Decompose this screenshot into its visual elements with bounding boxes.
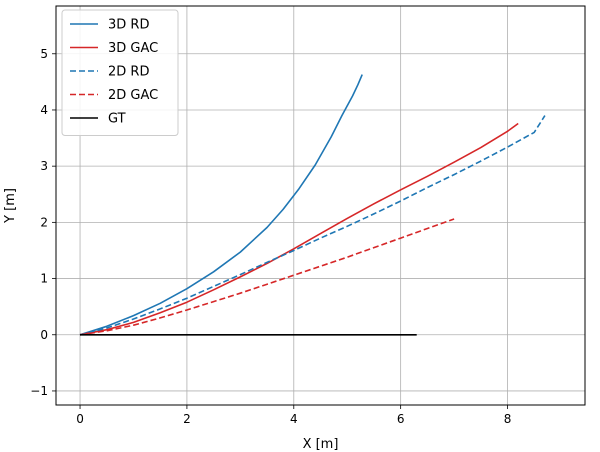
series-line-2d-gac [79,218,455,336]
legend: 3D RD 3D GAC 2D RD 2D GAC GT [61,9,179,136]
x-axis-ticks: 0 2 4 6 8 [76,405,511,426]
y-tick-label: −1 [30,384,48,398]
legend-label: 3D RD [108,18,149,33]
series-line-2d-rd [79,115,546,336]
x-tick-label: 8 [504,412,512,426]
x-tick-label: 4 [290,412,298,426]
y-tick-label: 3 [40,159,48,173]
legend-label: 2D GAC [108,88,158,103]
series-lines [79,74,546,336]
legend-box [61,9,179,136]
y-tick-label: 2 [40,215,48,229]
x-tick-label: 6 [397,412,405,426]
y-tick-label: 1 [40,272,48,286]
y-tick-label: 4 [40,103,48,117]
legend-label: GT [108,112,126,127]
x-axis-label: X [m] [303,437,339,452]
y-tick-label: 5 [40,47,48,61]
legend-label: 3D GAC [108,41,158,56]
x-tick-label: 2 [183,412,191,426]
legend-label: 2D RD [108,65,149,80]
y-axis-label: Y [m] [3,188,18,224]
x-tick-label: 0 [76,412,84,426]
series-line-3d-rd [79,74,363,336]
series-line-3d-gac [79,122,519,336]
y-tick-label: 0 [40,328,48,342]
plot-area-frame [55,5,586,406]
y-axis-ticks: −1 0 1 2 3 4 5 [30,47,56,398]
